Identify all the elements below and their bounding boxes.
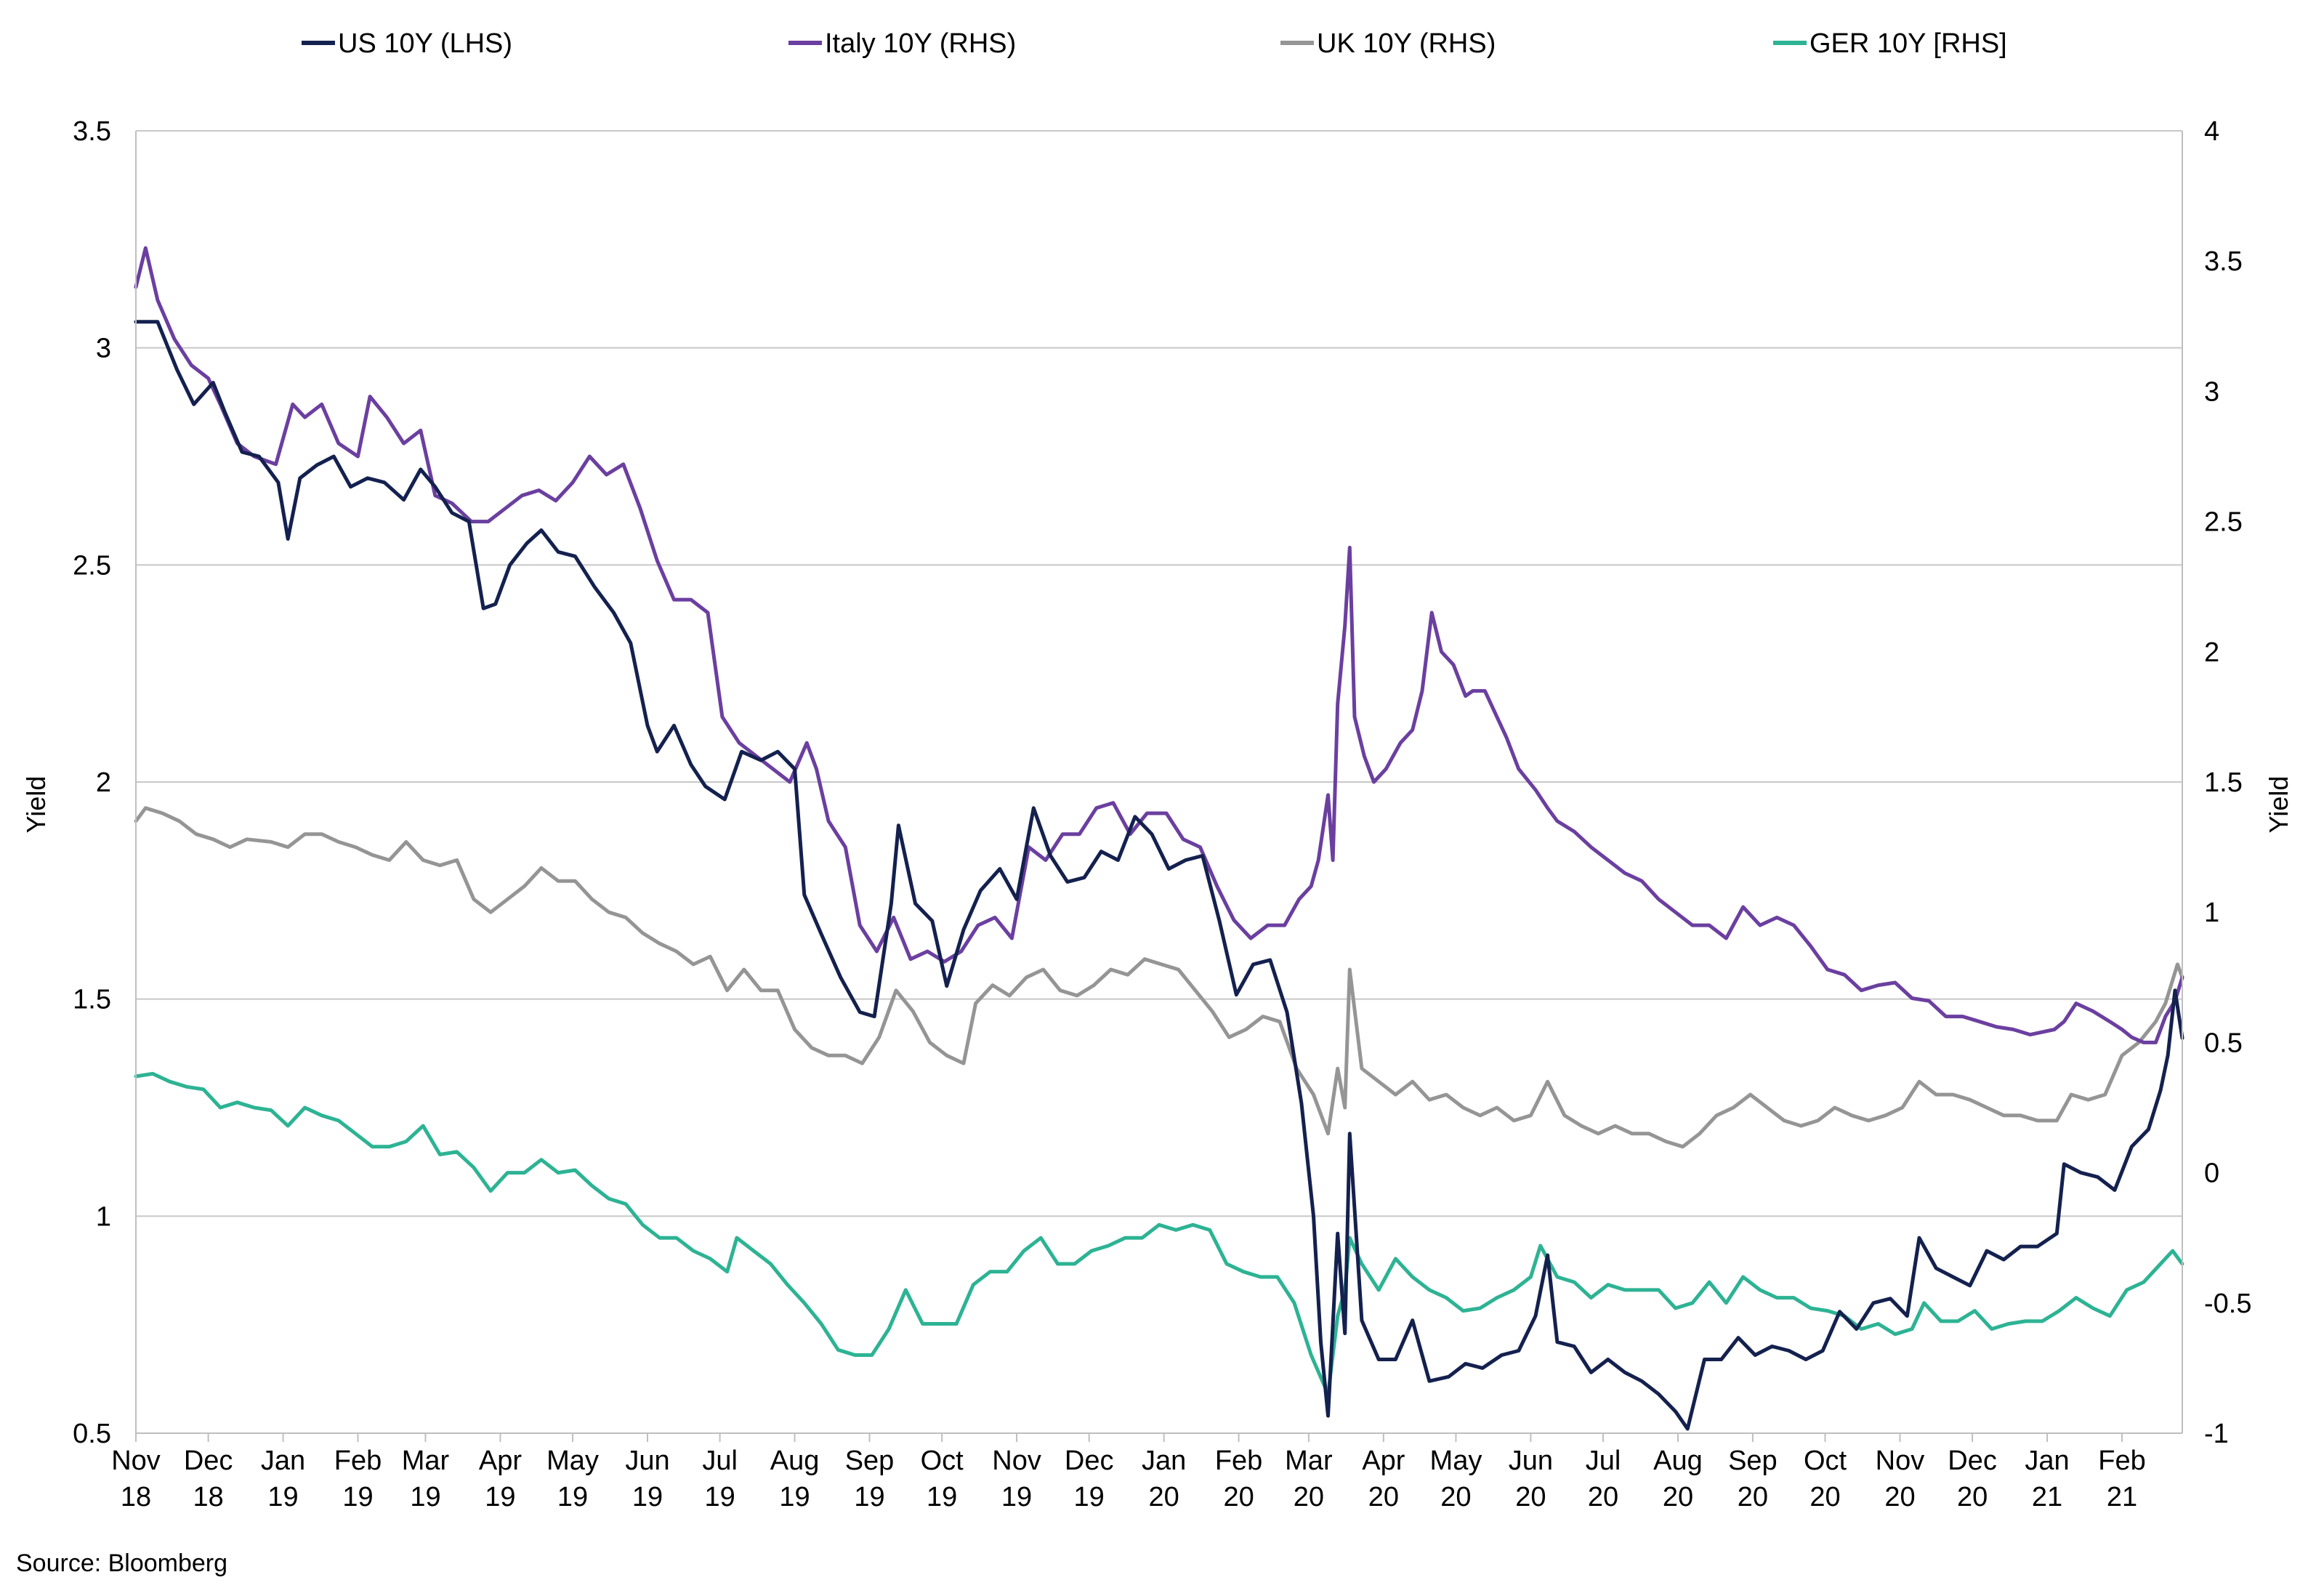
legend-item: Italy 10Y (RHS): [788, 28, 1016, 59]
legend-item: US 10Y (LHS): [302, 28, 512, 59]
x-tick-month: Aug: [770, 1446, 820, 1476]
left-tick-label: 2: [96, 767, 111, 798]
x-tick-month: Jan: [2025, 1446, 2069, 1476]
x-tick-year: 20: [1957, 1482, 1988, 1512]
x-tick-year: 20: [1809, 1482, 1840, 1512]
x-tick-year: 21: [2032, 1482, 2062, 1512]
right-tick-label: 4: [2204, 116, 2219, 147]
left-axis-title: Yield: [21, 776, 51, 834]
left-tick-label: 1.5: [73, 985, 111, 1015]
x-tick-year: 20: [1149, 1482, 1179, 1512]
x-tick-month: Jun: [1509, 1446, 1553, 1476]
x-tick-year: 19: [410, 1482, 440, 1512]
legend-item: UK 10Y (RHS): [1280, 28, 1496, 59]
x-tick-month: Mar: [402, 1446, 450, 1476]
x-tick-year: 19: [927, 1482, 957, 1512]
x-tick-month: May: [1430, 1446, 1482, 1476]
x-tick-month: Sep: [1728, 1446, 1778, 1476]
legend: US 10Y (LHS) Italy 10Y (RHS) UK 10Y (RHS) G…: [302, 28, 2007, 59]
series-line-4: [134, 1071, 2184, 1396]
right-tick-label: 2: [2204, 637, 2219, 668]
x-tick-year: 18: [193, 1482, 223, 1512]
x-tick-year: 19: [485, 1482, 515, 1512]
x-tick-year: 19: [779, 1482, 810, 1512]
x-tick-month: Sep: [845, 1446, 895, 1476]
x-tick-month: Oct: [921, 1446, 964, 1476]
series-line-2: [134, 246, 2184, 1044]
x-tick-year: 20: [1440, 1482, 1471, 1512]
x-tick-month: Nov: [992, 1446, 1041, 1476]
x-tick-month: Jan: [1142, 1446, 1186, 1476]
legend-label: UK 10Y (RHS): [1317, 28, 1496, 59]
x-tick-month: Oct: [1804, 1446, 1847, 1476]
legend-item: GER 10Y [RHS]: [1773, 28, 2007, 59]
x-tick-year: 19: [342, 1482, 373, 1512]
x-tick-month: Dec: [184, 1446, 233, 1476]
x-tick-month: May: [546, 1446, 599, 1476]
x-tick-month: Nov: [111, 1446, 161, 1476]
left-tick-label: 3.5: [73, 116, 111, 147]
x-tick-month: Apr: [479, 1446, 522, 1476]
x-tick-month: Jun: [625, 1446, 669, 1476]
right-tick-label: 1.5: [2204, 767, 2243, 798]
x-tick-month: Dec: [1065, 1446, 1114, 1476]
right-axis-title: Yield: [2264, 776, 2293, 834]
x-tick-year: 20: [1223, 1482, 1254, 1512]
x-tick-month: Jul: [702, 1446, 738, 1476]
x-tick-month: Apr: [1362, 1446, 1405, 1476]
left-tick-label: 3: [96, 334, 111, 364]
x-tick-year: 19: [854, 1482, 884, 1512]
x-tick-year: 20: [1294, 1482, 1324, 1512]
right-tick-label: 1: [2204, 898, 2219, 928]
right-tick-label: -0.5: [2204, 1289, 2251, 1319]
x-tick-year: 20: [1368, 1482, 1399, 1512]
x-tick-year: 19: [267, 1482, 298, 1512]
x-tick-month: Nov: [1876, 1446, 1925, 1476]
right-tick-label: 0.5: [2204, 1028, 2243, 1058]
right-tick-label: 3: [2204, 376, 2219, 407]
gridlines: [136, 130, 2182, 1434]
x-tick-month: Mar: [1285, 1446, 1333, 1476]
x-tick-year: 20: [1884, 1482, 1915, 1512]
right-tick-label: -1: [2204, 1419, 2229, 1449]
x-tick-year: 19: [1074, 1482, 1105, 1512]
x-tick-month: Feb: [1215, 1446, 1262, 1476]
legend-label: Italy 10Y (RHS): [825, 28, 1016, 59]
x-tick-month: Jan: [261, 1446, 305, 1476]
series-line-3: [134, 806, 2184, 1149]
x-tick-year: 18: [121, 1482, 151, 1512]
x-tick-year: 20: [1515, 1482, 1546, 1512]
x-tick-year: 19: [557, 1482, 588, 1512]
x-tick-year: 19: [704, 1482, 735, 1512]
x-tick-year: 21: [2107, 1482, 2137, 1512]
legend-label: US 10Y (LHS): [338, 28, 512, 59]
x-tick-year: 19: [632, 1482, 663, 1512]
x-tick-month: Aug: [1653, 1446, 1703, 1476]
series-line-1: [134, 320, 2184, 1431]
legend-label: GER 10Y [RHS]: [1809, 28, 2007, 59]
right-tick-label: 2.5: [2204, 507, 2243, 538]
x-tick-month: Feb: [334, 1446, 382, 1476]
axes: 0.5 1 1.5 2 2.5 3 3.5 -1 -0.5 0 0.5 1 1.5 2 2.5 3 3.5 4 No…: [73, 116, 2251, 1512]
x-tick-year: 20: [1663, 1482, 1693, 1512]
x-tick-month: Dec: [1948, 1446, 1997, 1476]
right-tick-label: 0: [2204, 1158, 2219, 1189]
series-lines: [134, 246, 2184, 1431]
x-tick-year: 20: [1738, 1482, 1768, 1512]
source-note: Source: Bloomberg: [16, 1549, 227, 1577]
x-tick-month: Feb: [2098, 1446, 2145, 1476]
x-tick-month: Jul: [1586, 1446, 1621, 1476]
left-tick-label: 2.5: [73, 550, 111, 581]
left-tick-label: 0.5: [73, 1419, 111, 1449]
x-tick-year: 20: [1588, 1482, 1618, 1512]
left-tick-label: 1: [96, 1201, 111, 1232]
x-tick-year: 19: [1001, 1482, 1032, 1512]
right-tick-label: 3.5: [2204, 246, 2243, 277]
